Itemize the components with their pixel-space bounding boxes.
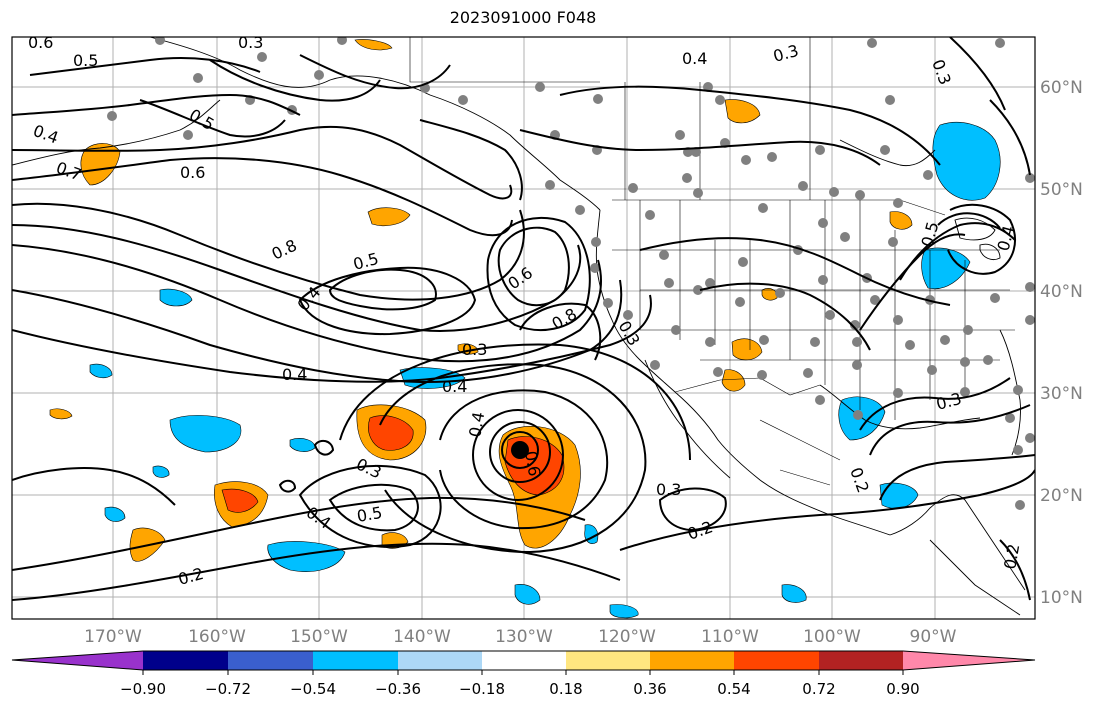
lat-label: 50°N <box>1040 180 1083 200</box>
colorbar <box>11 650 1036 671</box>
colorbar-segment <box>819 651 903 670</box>
colorbar-segment <box>734 651 819 670</box>
map-title: 2023091000 F048 <box>449 8 597 27</box>
contour-label: 0.6 <box>180 163 205 182</box>
lat-label: 20°N <box>1040 486 1083 506</box>
lat-label: 10°N <box>1040 588 1083 608</box>
colorbar-tick-label: 0.72 <box>802 680 835 698</box>
contour-label: 0.4 <box>442 377 467 396</box>
colorbar-segment <box>228 651 313 670</box>
colorbar-tick-label: −0.36 <box>375 680 421 698</box>
colorbar-segment <box>143 651 228 670</box>
lon-label: 120°W <box>598 627 656 647</box>
colorbar-tick-label: 0.18 <box>549 680 582 698</box>
longitude-labels: 170°W 160°W 150°W 140°W 130°W 120°W 110°… <box>84 627 957 647</box>
colorbar-tick-label: −0.54 <box>290 680 336 698</box>
lon-label: 100°W <box>803 627 861 647</box>
contour-label: 0.3 <box>656 480 681 499</box>
colorbar-tick-label: 0.90 <box>886 680 919 698</box>
lat-label: 60°N <box>1040 78 1083 98</box>
lon-label: 170°W <box>84 627 142 647</box>
colorbar-segment <box>903 651 1035 670</box>
contour-label: 0.6 <box>28 33 53 52</box>
colorbar-segment <box>12 651 143 670</box>
contour-label: 0.5 <box>355 503 383 526</box>
contour-label: 0.2 <box>1000 542 1023 570</box>
colorbar-tick-label: −0.18 <box>459 680 505 698</box>
lat-label: 40°N <box>1040 282 1083 302</box>
latitude-labels: 60°N 50°N 40°N 30°N 20°N 10°N <box>1040 78 1083 608</box>
colorbar-segment <box>566 651 650 670</box>
colorbar-segment <box>313 651 398 670</box>
colorbar-tick-label: 0.54 <box>717 680 750 698</box>
lon-label: 150°W <box>290 627 348 647</box>
lat-label: 30°N <box>1040 384 1083 404</box>
map-frame <box>11 36 1036 620</box>
colorbar-tick-label: −0.72 <box>205 680 251 698</box>
contour-label: 0.3 <box>462 340 487 359</box>
colorbar-tick-label: −0.90 <box>120 680 166 698</box>
contour-label: 0.4 <box>682 49 707 68</box>
colorbar-segment <box>398 651 482 670</box>
contour-label: 0.6 <box>521 449 544 477</box>
lon-label: 130°W <box>495 627 553 647</box>
colorbar-segment <box>650 651 734 670</box>
station-markers <box>107 37 1035 510</box>
contour-label: 0.5 <box>73 51 98 70</box>
contour-label: 0.3 <box>238 33 263 52</box>
contour-lines <box>12 37 1035 601</box>
lon-label: 110°W <box>701 627 759 647</box>
lon-label: 90°W <box>910 627 957 647</box>
colorbar-segment <box>482 651 566 670</box>
political-borders <box>409 37 1015 486</box>
lon-label: 160°W <box>188 627 246 647</box>
colorbar-tick-label: 0.36 <box>633 680 666 698</box>
colorbar-ticks: −0.90 −0.72 −0.54 −0.36 −0.18 0.18 0.36 … <box>120 670 920 698</box>
lon-label: 140°W <box>393 627 451 647</box>
contour-label: 0.4 <box>282 365 307 384</box>
storm-center-marker <box>511 441 529 459</box>
contour-label: 0.4 <box>465 410 488 438</box>
